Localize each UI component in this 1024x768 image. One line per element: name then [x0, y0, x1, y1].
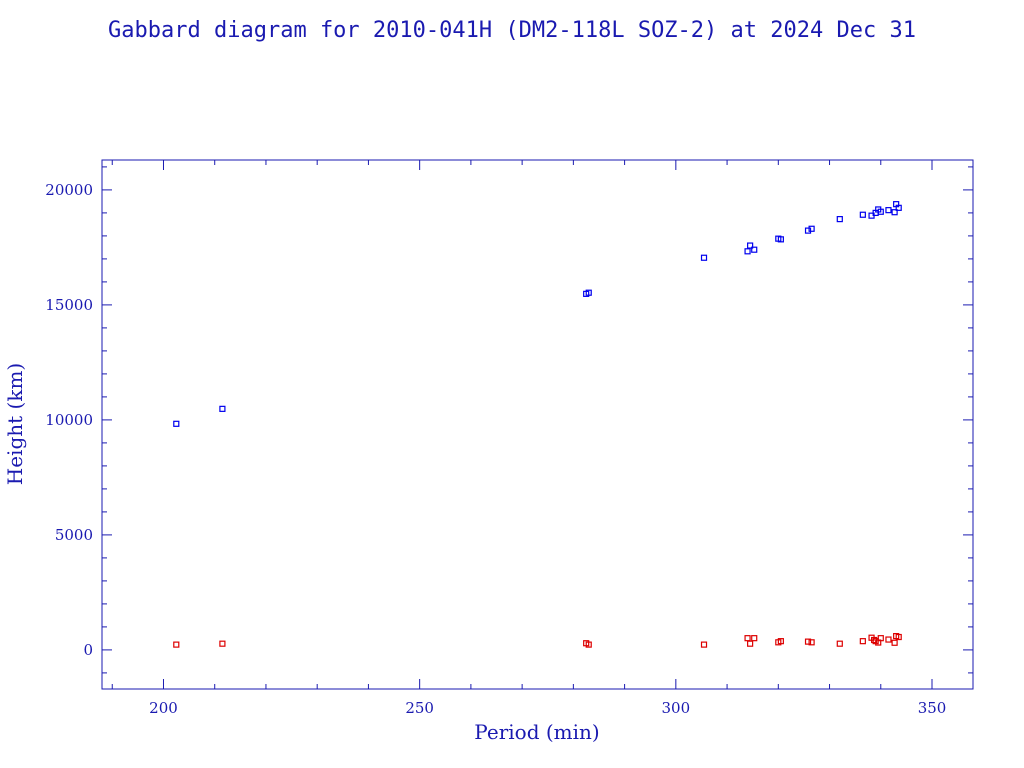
perigee-point — [877, 635, 884, 642]
apogee-point — [747, 242, 754, 249]
perigee-point — [219, 640, 226, 647]
apogee-point — [585, 289, 592, 296]
perigee-point — [885, 636, 892, 643]
x-tick-label: 300 — [662, 699, 691, 717]
perigee-point — [585, 641, 592, 648]
y-tick-label: 5000 — [55, 526, 93, 544]
apogee-point — [219, 405, 226, 412]
y-tick-label: 15000 — [45, 296, 93, 314]
perigee-point — [744, 635, 751, 642]
y-axis-label: Height (km) — [3, 363, 27, 485]
perigee-point — [751, 635, 758, 642]
y-tick-label: 20000 — [45, 181, 93, 199]
perigee-point — [808, 639, 815, 646]
apogee-point — [744, 248, 751, 255]
apogee-point — [804, 227, 812, 234]
perigee-point — [747, 640, 754, 647]
perigee-point — [173, 641, 180, 648]
apogee-point — [891, 209, 898, 216]
perigee-point — [895, 633, 902, 641]
tick-labels: 200 250 300 350 0 5000 10000 15000 20000 — [45, 181, 946, 717]
perigee-point — [777, 638, 784, 645]
axis-ticks — [102, 160, 973, 689]
perigee-point — [700, 641, 708, 648]
apogee-point — [173, 420, 180, 427]
y-tick-label: 0 — [83, 641, 93, 659]
apogee-point — [808, 225, 815, 232]
apogee-point — [751, 246, 758, 253]
x-axis-label: Period (min) — [474, 720, 599, 744]
perigee-point — [891, 639, 898, 646]
perigee-point — [836, 640, 843, 647]
apogee-point — [836, 216, 843, 223]
perigee-point — [804, 638, 812, 645]
x-tick-label: 200 — [149, 699, 178, 717]
apogee-point — [700, 254, 708, 261]
apogee-point — [885, 207, 892, 214]
apogee-point — [877, 208, 884, 215]
y-tick-label: 10000 — [45, 411, 93, 429]
perigee-point — [859, 638, 866, 645]
apogee-point — [859, 211, 866, 218]
apogee-point — [777, 236, 784, 243]
x-tick-label: 350 — [918, 699, 947, 717]
apogee-point — [895, 204, 902, 211]
plot-frame — [101, 159, 974, 690]
x-tick-label: 250 — [405, 699, 434, 717]
chart-title: Gabbard diagram for 2010-041H (DM2-118L … — [108, 18, 916, 43]
data-points — [173, 201, 902, 648]
